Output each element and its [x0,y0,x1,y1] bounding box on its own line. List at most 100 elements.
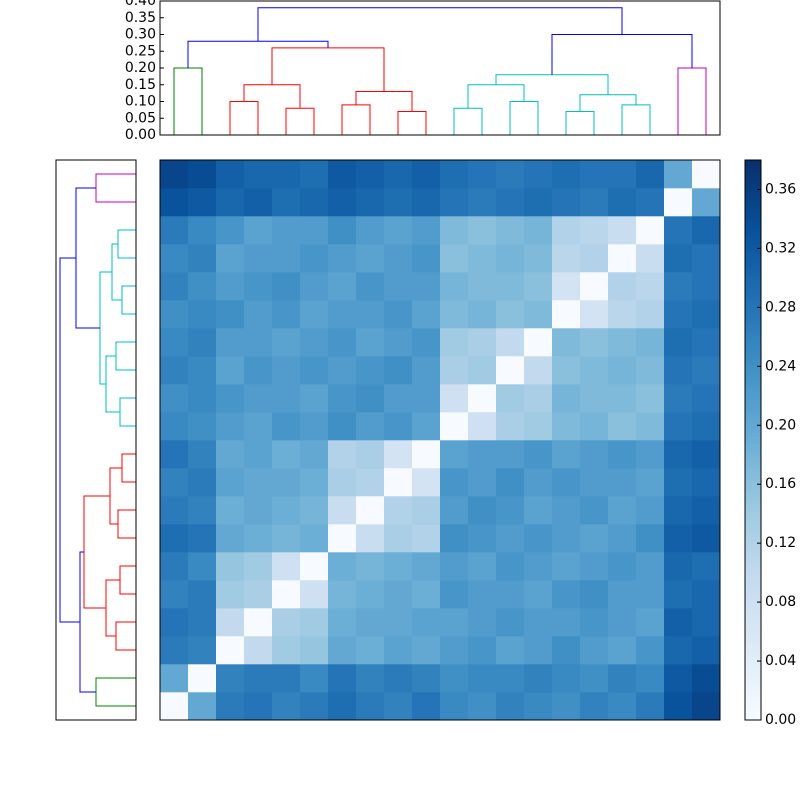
heatmap-cell [244,160,273,189]
colorbar-step [745,160,761,165]
heatmap-cell [300,384,329,413]
heatmap-cell [496,188,525,217]
heatmap-cell [524,356,553,385]
heatmap-cell [608,272,637,301]
heatmap-cell [524,412,553,441]
colorbar-step [745,548,761,553]
heatmap-cell [468,160,497,189]
heatmap-cell [608,636,637,665]
heatmap-cell [384,356,413,385]
heatmap-cell [440,608,469,637]
heatmap-cell [468,216,497,245]
colorbar-step [745,404,761,409]
heatmap-cell [272,412,301,441]
heatmap-cell [468,580,497,609]
heatmap-cell [300,440,329,469]
y-tick-label: 0.05 [125,110,156,126]
colorbar-step [745,560,761,565]
heatmap-cell [636,608,665,637]
heatmap-cell [468,356,497,385]
heatmap-cell [188,664,217,693]
heatmap-cell [160,188,189,217]
heatmap-cell [664,524,693,553]
heatmap-cell [608,664,637,693]
heatmap-cell [300,692,329,721]
heatmap-cell [272,160,301,189]
heatmap-cell [552,552,581,581]
heatmap-cell [636,244,665,273]
heatmap-cell [580,440,609,469]
heatmap-cell [412,300,441,329]
heatmap-cell [468,300,497,329]
heatmap-cell [328,160,357,189]
heatmap-cell [216,496,245,525]
colorbar-step [745,380,761,385]
heatmap-cell [160,216,189,245]
heatmap-cell [188,580,217,609]
heatmap-cell [216,580,245,609]
heatmap-cell [664,636,693,665]
colorbar-step [745,276,761,281]
heatmap-cell [496,160,525,189]
colorbar-step [745,388,761,393]
heatmap-cell [356,328,385,357]
heatmap-cell [216,468,245,497]
heatmap-cell [440,440,469,469]
heatmap-cell [300,664,329,693]
heatmap-cell [328,440,357,469]
colorbar-frame [744,159,762,721]
heatmap-cell [300,216,329,245]
heatmap-cell [272,188,301,217]
heatmap-cell [160,328,189,357]
heatmap-cell [356,160,385,189]
y-tick-label: 0.35 [125,10,156,26]
colorbar-step [745,264,761,269]
heatmap-cell [244,580,273,609]
heatmap-cell [300,328,329,357]
heatmap-cell [496,384,525,413]
heatmap-cell [692,272,721,301]
heatmap-cell [272,552,301,581]
heatmap-cell [608,468,637,497]
colorbar-step [745,536,761,541]
colorbar-tick-label: 0.36 [765,181,796,197]
heatmap-cell [636,160,665,189]
heatmap-cell [580,552,609,581]
heatmap-cell [384,412,413,441]
heatmap-cell [160,664,189,693]
heatmap-cell [636,300,665,329]
heatmap-cell [552,692,581,721]
colorbar-step [745,396,761,401]
heatmap-cell [636,188,665,217]
y-tick-label: 0.25 [125,43,156,59]
heatmap-cell [356,524,385,553]
heatmap-cell [524,160,553,189]
heatmap-cell [468,440,497,469]
heatmap-cell [608,440,637,469]
heatmap-cell [160,384,189,413]
heatmap-cell [608,552,637,581]
colorbar-step [745,240,761,245]
colorbar-step [745,556,761,561]
heatmap-cell [608,412,637,441]
heatmap-cell [188,524,217,553]
heatmap-cell [272,692,301,721]
colorbar-step [745,340,761,345]
colorbar-step [745,292,761,297]
colorbar-tick-label: 0.16 [765,476,796,492]
heatmap-cell [608,608,637,637]
colorbar-step [745,664,761,669]
heatmap-cell [188,160,217,189]
colorbar-step [745,452,761,457]
y-tick-label: 0.20 [125,60,156,76]
heatmap-cell [524,244,553,273]
heatmap-cell [664,580,693,609]
heatmap-cell [160,244,189,273]
heatmap-cell [412,440,441,469]
heatmap-cell [328,496,357,525]
heatmap-cell [496,356,525,385]
heatmap-cell [188,692,217,721]
heatmap-cell [244,552,273,581]
colorbar-tick-label: 0.32 [765,240,796,256]
